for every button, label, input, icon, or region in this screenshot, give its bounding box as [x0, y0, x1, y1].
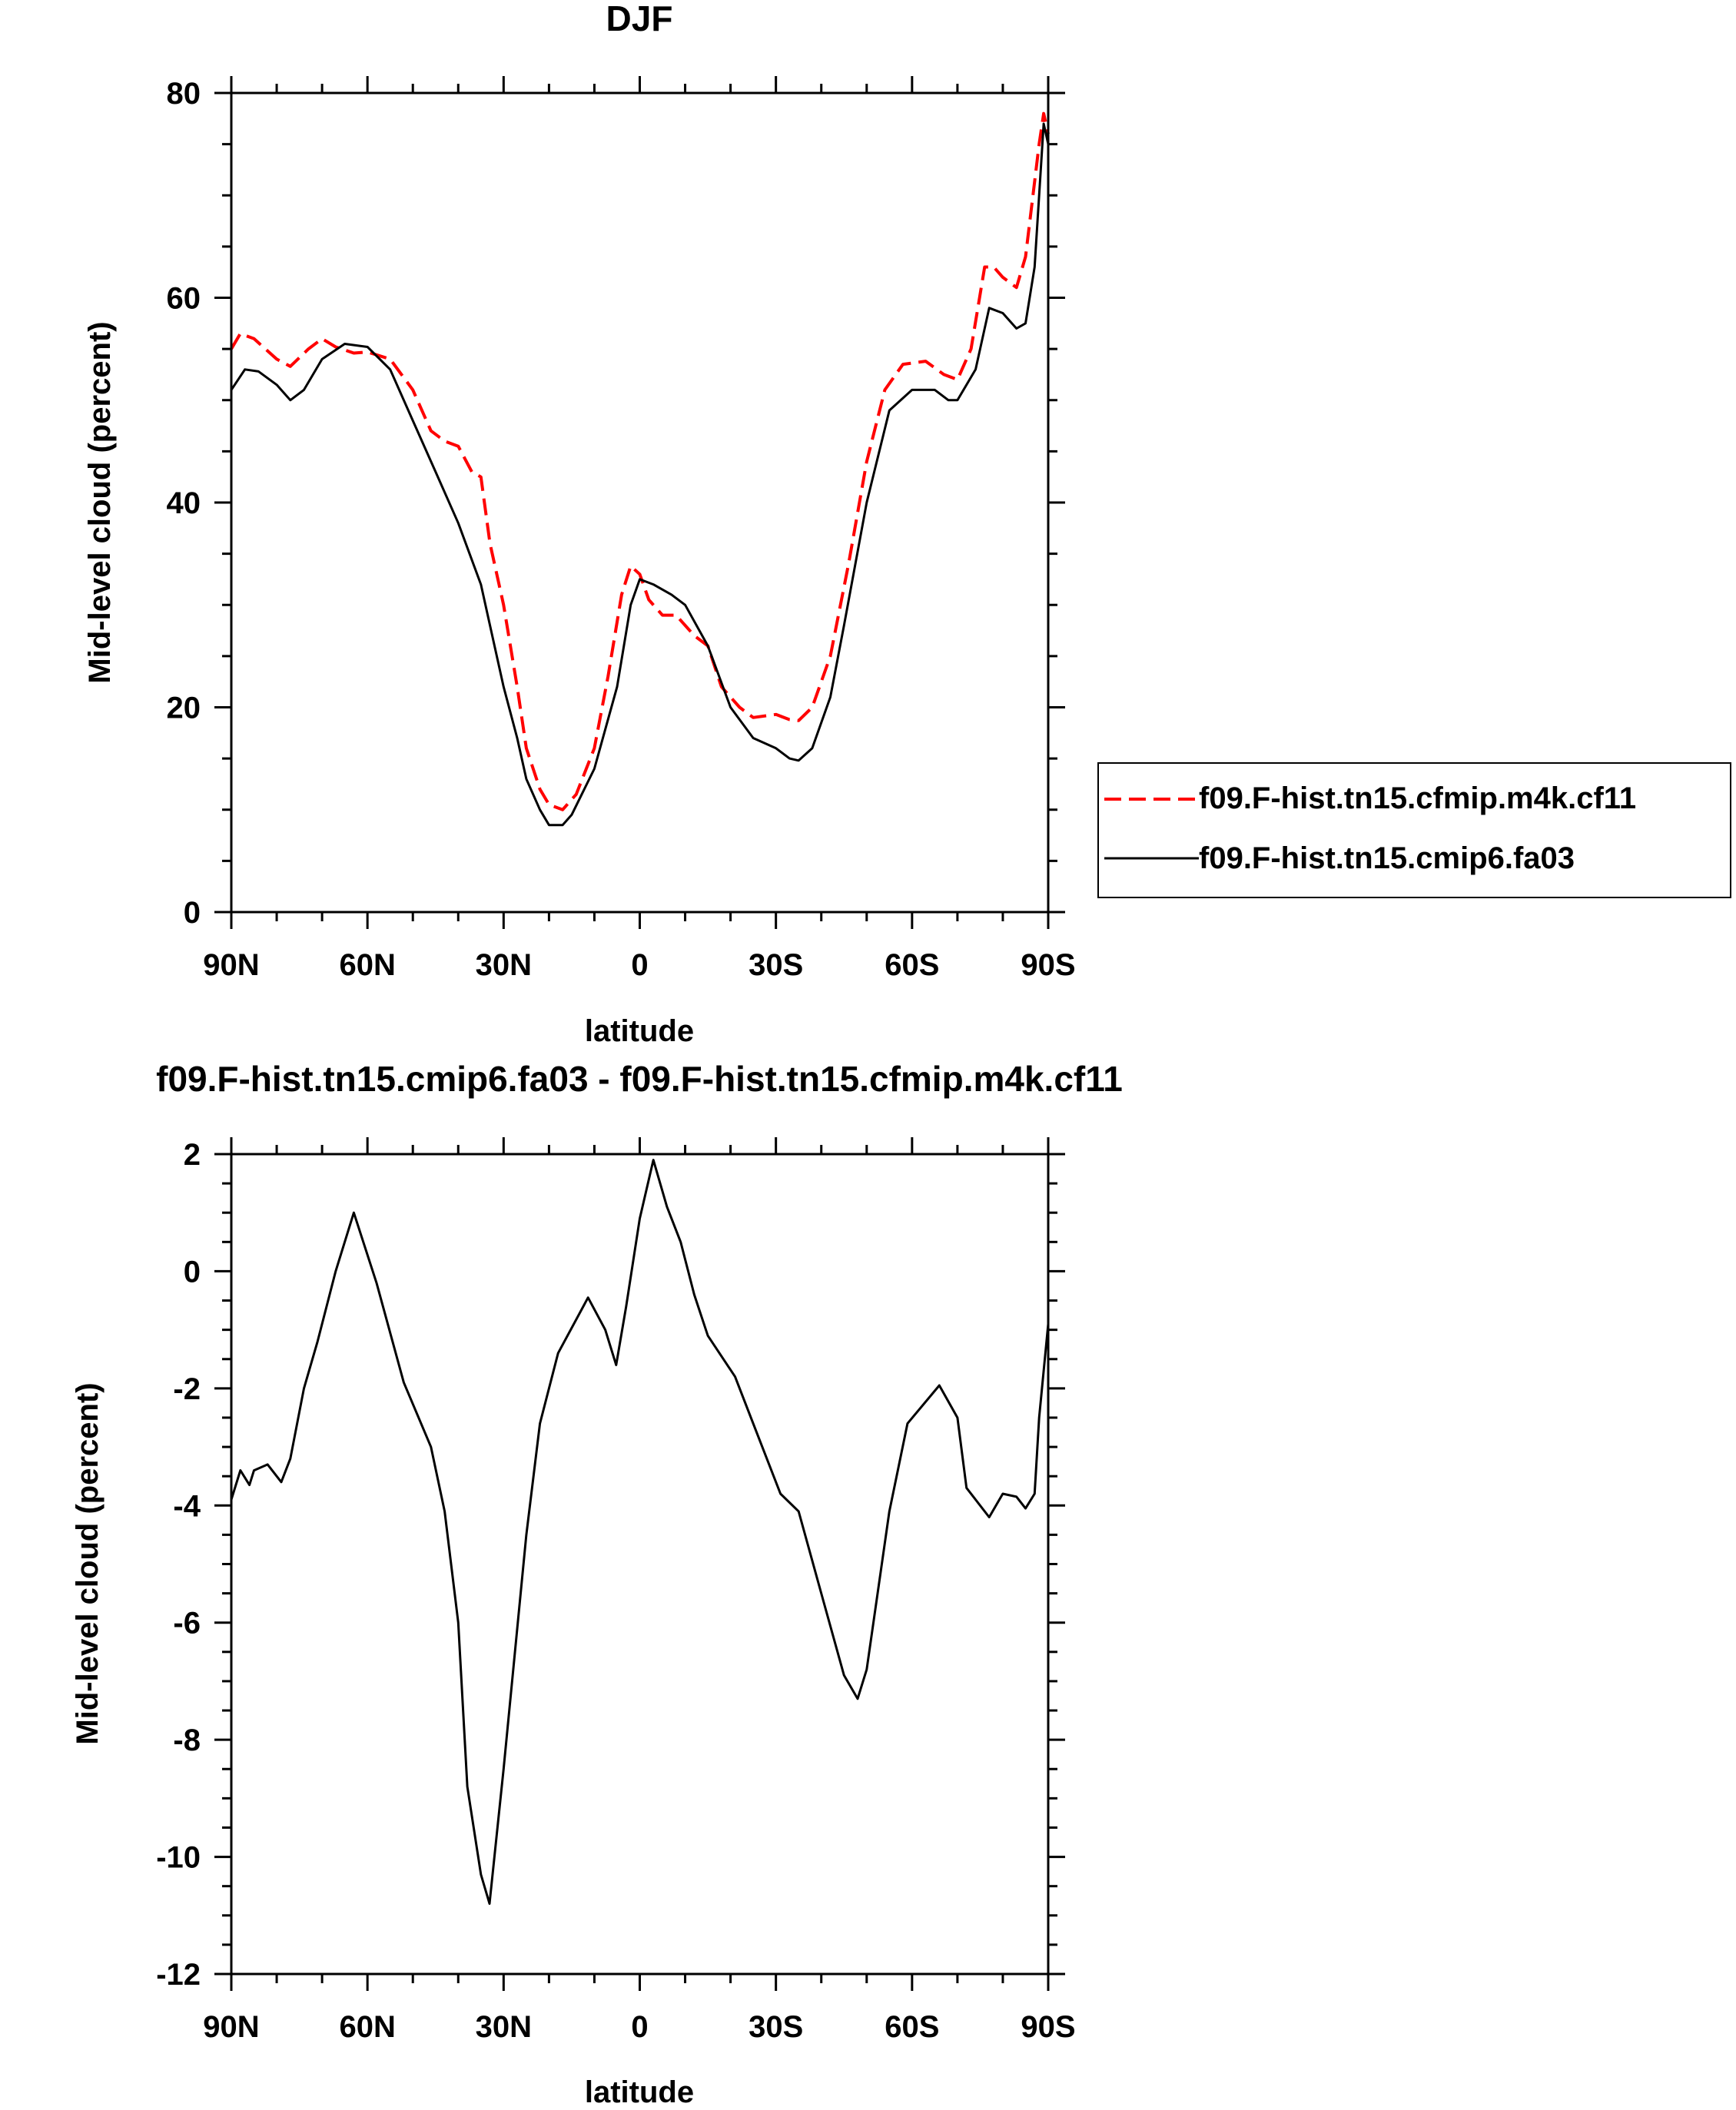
y-tick-label: 60 — [167, 282, 201, 316]
plot-frame — [230, 1153, 1050, 1976]
y-tick-label: -4 — [173, 1489, 201, 1523]
y-axis-label: Mid-level cloud (percent) — [83, 321, 117, 683]
y-tick-label: 40 — [167, 486, 201, 520]
y-tick-label: 80 — [167, 77, 201, 111]
y-tick-label: -2 — [173, 1372, 201, 1406]
x-tick-label: 30S — [749, 2010, 803, 2044]
y-tick-label: -6 — [173, 1607, 201, 1641]
legend-box — [1097, 762, 1731, 898]
y-tick-label: -10 — [156, 1841, 201, 1875]
x-tick-label: 90N — [203, 948, 259, 982]
x-tick-label: 60N — [339, 948, 395, 982]
y-tick-label: -8 — [173, 1723, 201, 1757]
series-line-difference — [230, 1159, 1050, 1905]
legend: f09.F-hist.tn15.cfmip.m4k.cf11 f09.F-his… — [1097, 762, 1731, 898]
y-axis-label: Mid-level cloud (percent) — [71, 1382, 105, 1744]
x-tick-label: 90S — [1021, 948, 1075, 982]
x-tick-label: 90S — [1021, 2010, 1075, 2044]
y-tick-label: 20 — [167, 692, 201, 725]
y-tick-label: 2 — [184, 1138, 201, 1172]
legend-label: f09.F-hist.tn15.cmip6.fa03 — [1199, 841, 1575, 875]
x-tick-label: 30S — [749, 948, 803, 982]
x-tick-label: 60N — [339, 2010, 395, 2044]
top-panel-djf: DJF latitude Mid-level cloud (percent) 9… — [83, 0, 1076, 1048]
x-axis-label: latitude — [585, 2075, 694, 2109]
y-tick-label: -12 — [156, 1958, 201, 1992]
y-tick-label: 0 — [184, 896, 201, 930]
y-tick-label: 0 — [184, 1255, 201, 1289]
series-line-cfmip-m4k — [230, 111, 1050, 811]
series-line-cmip6-fa03 — [230, 122, 1050, 827]
x-tick-label: 60S — [885, 948, 939, 982]
x-tick-label: 30N — [476, 948, 532, 982]
plot-frame — [230, 91, 1050, 914]
x-axis-label: latitude — [585, 1014, 694, 1048]
bottom-panel-difference: f09.F-hist.tn15.cmip6.fa03 - f09.F-hist.… — [71, 1059, 1123, 2109]
chart-title: f09.F-hist.tn15.cmip6.fa03 - f09.F-hist.… — [156, 1059, 1123, 1099]
chart-title: DJF — [606, 0, 673, 38]
x-tick-label: 60S — [885, 2010, 939, 2044]
x-tick-label: 0 — [631, 2010, 648, 2044]
legend-label: f09.F-hist.tn15.cfmip.m4k.cf11 — [1199, 781, 1636, 815]
x-tick-label: 90N — [203, 2010, 259, 2044]
x-tick-label: 30N — [476, 2010, 532, 2044]
x-tick-label: 0 — [631, 948, 648, 982]
